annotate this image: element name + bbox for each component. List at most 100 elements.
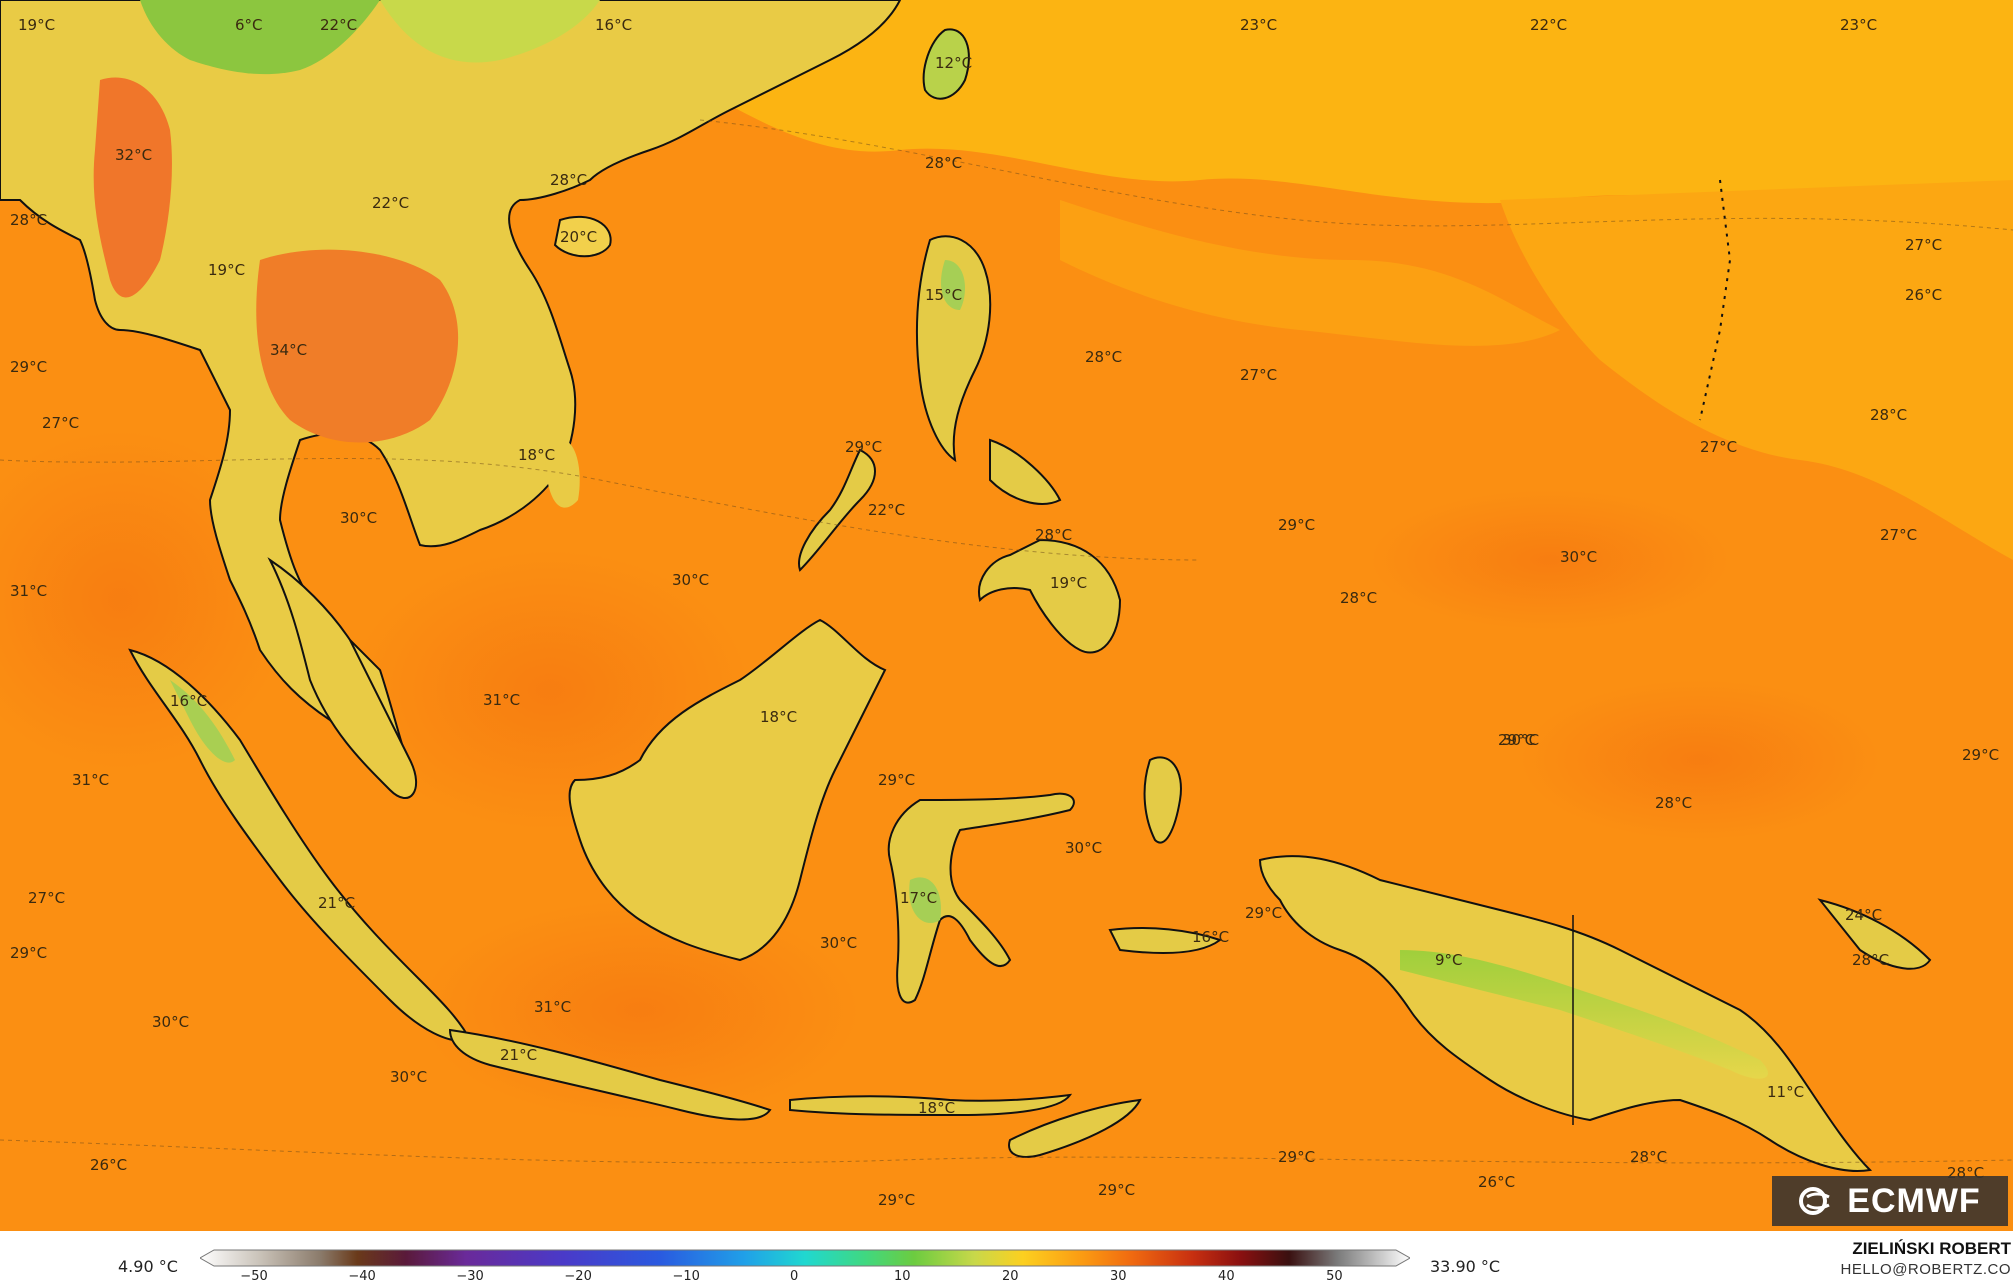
temperature-label: 26°C [1905,286,1942,304]
new-britain [1817,898,1932,970]
temperature-map: 19°C 6°C 22°C 16°C 23°C 22°C 23°C 12°C 32°C 28°C 2… [0,0,2013,1231]
temperature-label: 29°C [1278,516,1315,534]
temperature-label: 22°C [320,16,357,34]
legend-colorbar [200,1249,1410,1267]
temperature-label: 29°C [878,771,915,789]
temperature-label: 29°C [1278,1148,1315,1166]
temperature-label: 22°C [372,194,409,212]
temperature-label: 28°C [1085,348,1122,366]
visayas [989,438,1062,505]
temperature-label: 29°C [1245,904,1282,922]
temperature-label: 28°C [1035,526,1072,544]
legend-tick-label: 0 [790,1269,799,1284]
isotherm [0,1139,2013,1164]
temperature-label: 28°C [1340,589,1377,607]
temperature-label: 31°C [483,691,520,709]
temperature-label: 21°C [500,1046,537,1064]
sulawesi [887,792,1075,1004]
cool-sea-north [700,0,2013,215]
lesser-sunda-islands [789,1093,1073,1117]
hainan [553,215,612,258]
warm-sea-patch [1520,680,1880,840]
taiwan [922,28,970,100]
legend-min-value: 4.90 °C [118,1257,178,1276]
temperature-label: 30°C [820,934,857,952]
luzon-highland [940,260,965,310]
ecmwf-logo: ECMWF [1772,1176,2008,1226]
temperature-label: 29°C [845,438,882,456]
temperature-label: 30°C [1560,548,1597,566]
timor [1008,1098,1142,1158]
hot-interior-thailand [256,249,459,443]
sumatra-highland [170,680,235,763]
legend-tick-label: 30 [1110,1269,1127,1284]
temperature-label: 28°C [1852,951,1889,969]
temperature-label: 34°C [270,341,307,359]
warm-sea-patch [1370,490,1730,630]
seram [1108,927,1223,954]
cool-sea-mid [1060,200,1560,346]
temperature-label: 31°C [534,998,571,1016]
mainland-southeast-asia [0,0,902,795]
author-name: ZIELIŃSKI ROBERT [1852,1239,2011,1258]
legend-ticks: −50 −40 −30 −20 −10 0 10 20 30 40 50 [0,1269,2013,1287]
temperature-label: 27°C [42,414,79,432]
temperature-label: 18°C [760,708,797,726]
temperature-label: 31°C [10,582,47,600]
temperature-label: 31°C [72,771,109,789]
mindanao [978,538,1122,654]
temperature-label: 32°C [115,146,152,164]
temperature-label: 30°C [1502,731,1539,749]
temperature-label: 17°C [900,889,937,907]
legend-tick-label: −50 [240,1269,268,1284]
temperature-label: 18°C [518,446,555,464]
temperature-label: 16°C [170,692,207,710]
temperature-label: 23°C [1840,16,1877,34]
temperature-label: 23°C [1240,16,1277,34]
color-legend: 4.90 °C [0,1231,2013,1287]
luzon [916,235,992,463]
temperature-label: 19°C [1050,574,1087,592]
temperature-label: 9°C [1435,951,1463,969]
cool-sea-east [1500,180,2013,560]
temperature-labels: 19°C 6°C 22°C 16°C 23°C 22°C 23°C 12°C 32°C 28°C 2… [10,16,1999,1209]
temperature-label: 27°C [1700,438,1737,456]
legend-max-value: 33.90 °C [1430,1257,1501,1276]
temperature-label: 20°C [560,228,597,246]
ecmwf-logo-text: ECMWF [1847,1181,1981,1220]
temperature-label: 29°C [1962,746,1999,764]
temperature-label: 22°C [1530,16,1567,34]
temperature-label: 12°C [935,54,972,72]
temperature-label: 28°C [10,211,47,229]
cool-highland-north [140,0,380,75]
temperature-label: 26°C [1478,1173,1515,1191]
legend-tick-label: 40 [1218,1269,1235,1284]
map-canvas: 19°C 6°C 22°C 16°C 23°C 22°C 23°C 12°C 32°C 28°C 2… [0,0,2013,1231]
temperature-label: 29°C [1498,731,1535,749]
temperature-label: 27°C [28,889,65,907]
temperature-label: 29°C [878,1191,915,1209]
temperature-label: 11°C [1767,1083,1804,1101]
palawan [798,448,876,572]
temperature-label: 30°C [672,571,709,589]
temperature-label: 30°C [390,1068,427,1086]
isotherm [0,457,1201,561]
temperature-label: 29°C [10,358,47,376]
java [448,1028,772,1121]
temperature-label: 27°C [1880,526,1917,544]
temperature-label: 29°C [1098,1181,1135,1199]
legend-tick-label: 10 [893,1269,911,1284]
legend-tick-label: 50 [1326,1269,1343,1284]
halmahera [1143,756,1182,844]
temperature-label: 16°C [595,16,632,34]
temperature-label: 21°C [318,894,355,912]
temperature-label: 28°C [550,171,587,189]
hot-interior-myanmar [93,77,172,298]
temperature-label: 19°C [18,16,55,34]
temperature-label: 28°C [925,154,962,172]
temperature-label: 28°C [1655,794,1692,812]
new-guinea-highlands [1400,950,1769,1079]
isotherm [699,119,2013,231]
malay-peninsula [267,557,418,800]
temperature-label: 27°C [1240,366,1277,384]
